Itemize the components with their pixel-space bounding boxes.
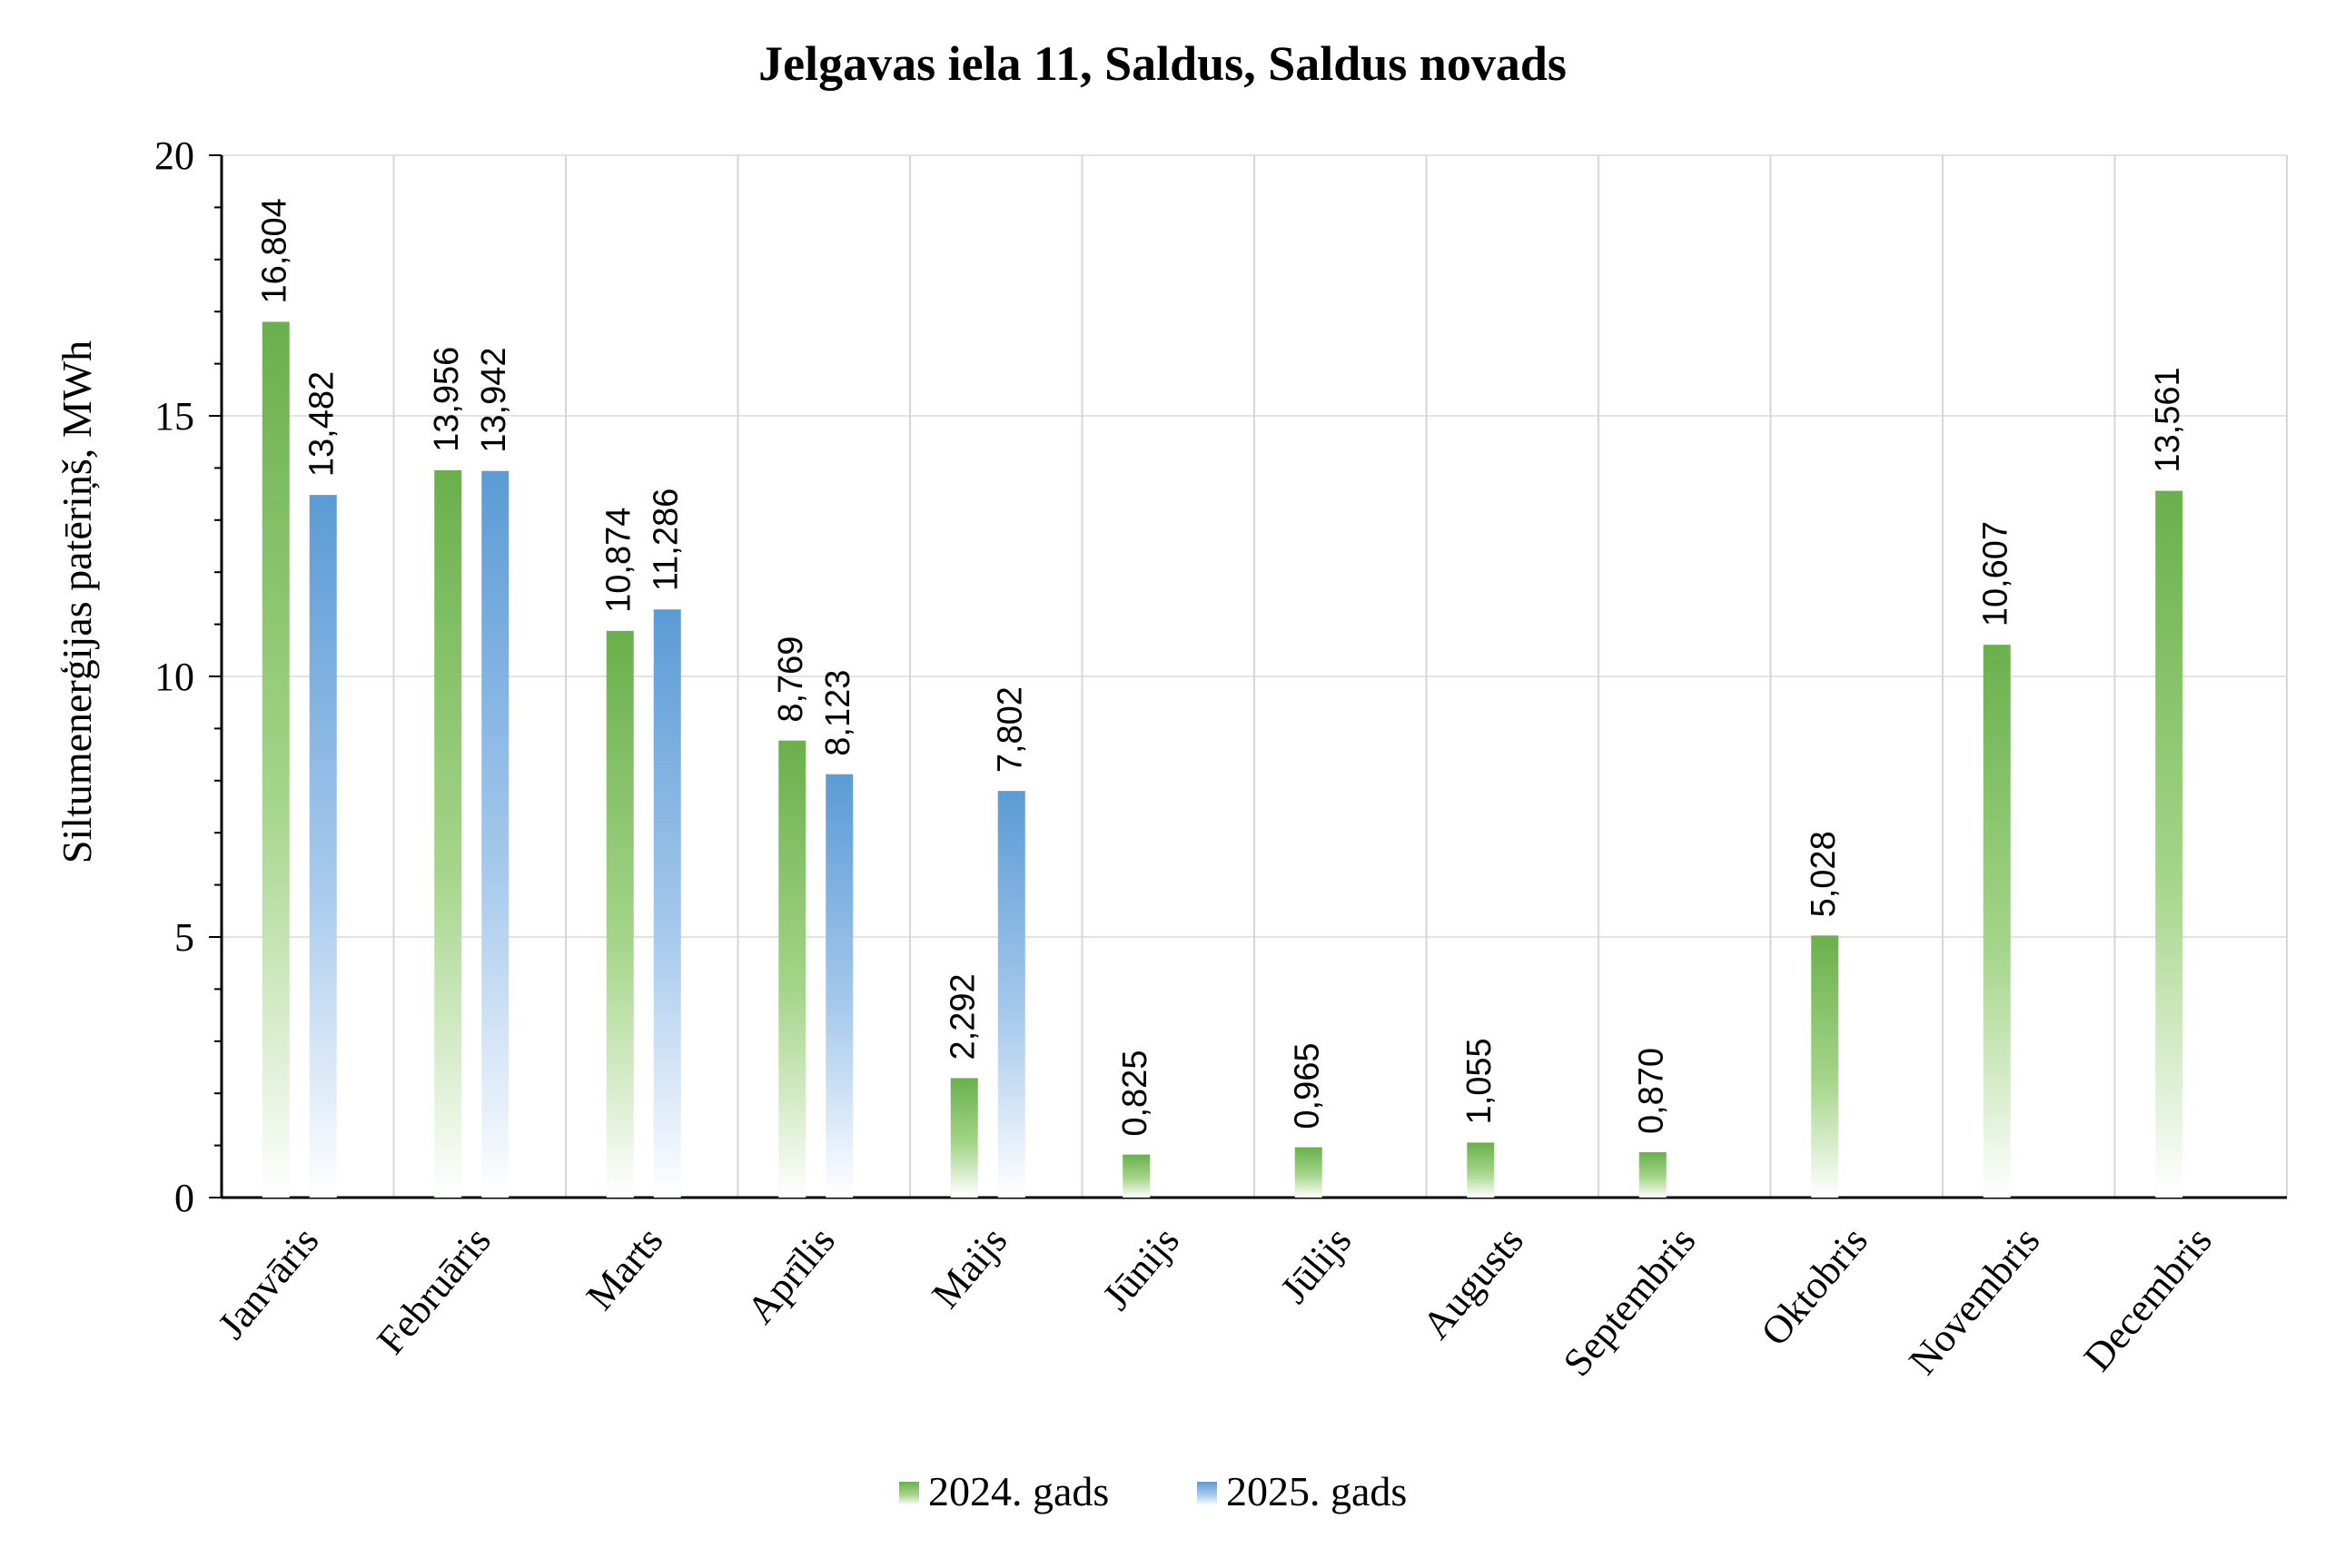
data-label: 2,292 <box>945 973 983 1060</box>
category-label: Janvāris <box>209 1218 327 1347</box>
data-label: 13,942 <box>475 347 513 452</box>
legend-label: 2024. gads <box>928 1468 1109 1514</box>
bar <box>950 1078 978 1198</box>
bar <box>826 774 854 1198</box>
data-label: 8,769 <box>772 636 810 723</box>
legend-swatch <box>899 1482 919 1505</box>
category-label: Septembris <box>1555 1218 1705 1385</box>
y-tick-label: 5 <box>174 915 194 960</box>
y-tick-label: 10 <box>154 655 194 699</box>
category-label: Augusts <box>1414 1218 1532 1347</box>
bar <box>1983 645 2011 1198</box>
category-label: Februāris <box>369 1218 500 1363</box>
data-label: 7,802 <box>992 686 1030 773</box>
bar <box>606 630 634 1198</box>
bar <box>1638 1152 1667 1198</box>
category-label: Marts <box>578 1218 672 1318</box>
category-label: Jūlijs <box>1271 1218 1360 1312</box>
y-tick-label: 15 <box>154 394 194 439</box>
data-label: 1,055 <box>1460 1038 1499 1124</box>
data-label: 5,028 <box>1805 831 1843 917</box>
plot-area: 0 5 10 15 20 16,804 13,956 10,874 8,769 2,292 0,82… <box>154 133 2288 1385</box>
data-label: 16,804 <box>256 198 294 303</box>
bar <box>309 495 337 1198</box>
category-label: Novembris <box>1900 1218 2048 1383</box>
category-label: Jūnijs <box>1093 1218 1188 1318</box>
data-label: 10,874 <box>600 508 638 613</box>
data-label: 0,870 <box>1633 1048 1671 1134</box>
data-label: 13,956 <box>428 347 466 452</box>
bar <box>481 470 510 1198</box>
data-label: 0,825 <box>1116 1050 1154 1137</box>
bar <box>2155 490 2183 1198</box>
category-label: Oktobris <box>1752 1218 1876 1354</box>
y-axis-label: Siltumenerģijas patēriņš, MWh <box>54 340 100 863</box>
category-label: Maijs <box>923 1218 1015 1317</box>
data-label: 13,482 <box>303 371 341 477</box>
chart-title: Jelgavas iela 11, Saldus, Saldus novads <box>758 36 1567 91</box>
bar <box>262 321 290 1198</box>
bar <box>1811 935 1839 1198</box>
bar <box>1467 1142 1495 1198</box>
category-label: Aprīlis <box>738 1218 844 1332</box>
data-label: 13,561 <box>2149 367 2187 472</box>
bar <box>1123 1154 1151 1198</box>
bar <box>1294 1147 1322 1198</box>
data-label: 0,965 <box>1289 1043 1327 1129</box>
data-label: 11,286 <box>648 488 686 591</box>
legend: 2024. gads 2025. gads <box>899 1468 1407 1514</box>
legend-label: 2025. gads <box>1226 1468 1407 1514</box>
data-label: 10,607 <box>1977 521 2015 626</box>
bar <box>653 609 681 1198</box>
y-tick-label: 20 <box>154 133 194 178</box>
category-label: Decembris <box>2075 1218 2221 1379</box>
bar <box>434 469 462 1198</box>
y-tick-label: 0 <box>174 1176 194 1220</box>
data-label: 8,123 <box>819 670 857 756</box>
legend-swatch <box>1197 1482 1217 1505</box>
bar <box>778 740 806 1198</box>
bar <box>997 791 1025 1198</box>
